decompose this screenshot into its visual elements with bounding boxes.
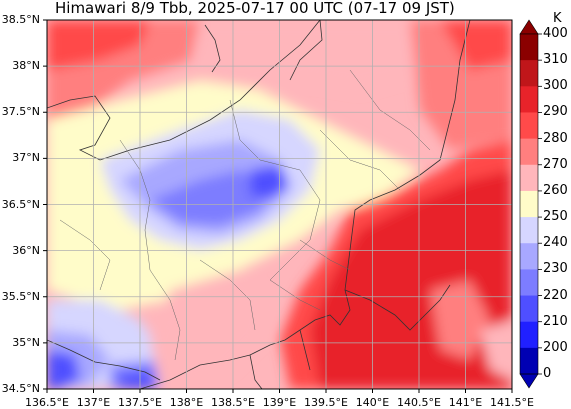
y-tick-label: 37.5°N: [1, 105, 40, 119]
colorbar-segment: [520, 347, 538, 375]
colorbar-unit: K: [553, 11, 562, 26]
colorbar-segment: [520, 34, 538, 61]
colorbar-tick-label: 240: [543, 235, 568, 251]
colorbar-segment: [520, 217, 538, 244]
colorbar-tick-label: 310: [543, 52, 568, 68]
y-tick-label: 37°N: [12, 151, 40, 165]
y-tick-label: 35.5°N: [1, 289, 40, 303]
x-tick-label: 140°E: [355, 396, 390, 409]
colorbar-tick-label: 210: [543, 313, 568, 329]
colorbar-segment: [520, 112, 538, 140]
colorbar-tick-label: 300: [543, 78, 568, 94]
colorbar-tick-label: 200: [543, 339, 568, 355]
colorbar-segment: [520, 269, 538, 297]
colorbar-segment: [520, 60, 538, 87]
prefecture-borders: [59, 69, 431, 361]
x-tick-label: 138°E: [169, 396, 204, 409]
colorbar-tick-label: 400: [543, 26, 568, 41]
colorbar-top-arrow: [519, 19, 539, 35]
x-tick-label: 140.5°E: [397, 396, 441, 409]
y-tick-label: 38.5°N: [1, 13, 40, 26]
colorbar-segment: [520, 190, 538, 218]
x-tick-label: 139°E: [262, 396, 297, 409]
colorbar-tick-label: 230: [543, 261, 568, 277]
colorbar-tick-label: 0: [543, 366, 552, 381]
y-tick-label: 38°N: [12, 59, 40, 73]
colorbar-tick-label: 220: [543, 287, 568, 303]
colorbar-segment: [520, 86, 538, 113]
x-tick-label: 137°E: [76, 396, 111, 409]
colorbar-tick-label: 290: [543, 104, 568, 120]
y-tick-label: 35°N: [12, 335, 40, 349]
colorbar-segment: [520, 138, 538, 166]
x-tick-label: 138.5°E: [211, 396, 255, 409]
axis-ticks: [43, 19, 513, 393]
colorbar-segment: [520, 321, 538, 349]
y-tick-label: 34.5°N: [1, 382, 40, 395]
x-tick-label: 136.5°E: [25, 396, 69, 409]
x-tick-label: 141.5°E: [490, 396, 534, 409]
coastlines: [47, 20, 471, 389]
colorbar-frame: [519, 33, 539, 375]
colorbar: [519, 19, 542, 389]
x-tick-label: 141°E: [448, 396, 483, 409]
y-tick-label: 36°N: [12, 243, 40, 257]
y-tick-label: 36.5°N: [1, 197, 40, 211]
colorbar-segment: [520, 295, 538, 323]
colorbar-tick-label: 280: [543, 130, 568, 146]
colorbar-tick-label: 270: [543, 156, 568, 172]
x-tick-label: 139.5°E: [304, 396, 348, 409]
colorbar-segment: [520, 243, 538, 270]
colorbar-tick-label: 250: [543, 209, 568, 225]
colorbar-segment: [520, 164, 538, 192]
colorbar-bottom-arrow: [519, 373, 539, 389]
map-title: Himawari 8/9 Tbb, 2025-07-17 00 UTC (07-…: [55, 0, 455, 17]
colorbar-tick-label: 260: [543, 182, 568, 198]
map-grid: [47, 20, 512, 389]
x-tick-label: 137.5°E: [118, 396, 162, 409]
